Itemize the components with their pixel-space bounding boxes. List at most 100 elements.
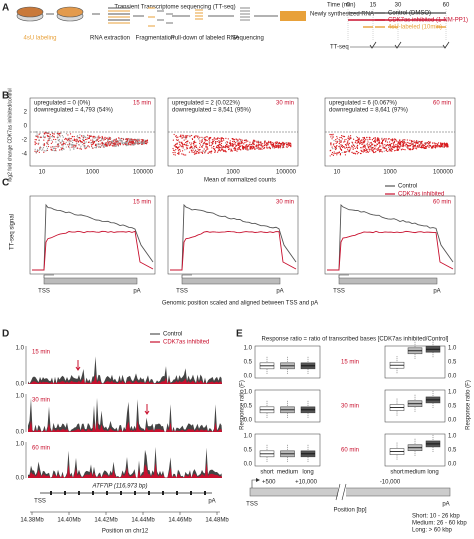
shape	[84, 145, 86, 147]
shape	[421, 147, 423, 149]
shape	[400, 143, 402, 145]
shape	[94, 137, 96, 139]
shape	[444, 145, 446, 147]
shape	[276, 141, 278, 143]
shape	[254, 433, 321, 467]
shape	[278, 144, 280, 147]
shape	[348, 138, 350, 141]
shape	[433, 145, 435, 147]
shape	[43, 274, 54, 278]
shape	[440, 144, 442, 146]
shape	[363, 140, 365, 142]
shape	[336, 135, 338, 138]
shape	[175, 135, 177, 138]
shape	[69, 139, 71, 141]
label: Fragmentation	[136, 36, 175, 42]
shape	[211, 143, 213, 145]
shape	[211, 139, 214, 141]
shape	[221, 149, 223, 151]
shape	[80, 142, 82, 144]
shape	[261, 143, 263, 145]
shape	[93, 135, 95, 137]
shape	[116, 141, 118, 143]
shape	[68, 142, 70, 144]
shape	[338, 486, 346, 498]
shape	[332, 154, 335, 156]
shape	[350, 137, 352, 139]
shape	[172, 152, 174, 154]
shape	[334, 146, 336, 148]
shape	[263, 142, 265, 144]
shape	[278, 142, 280, 145]
shape	[122, 139, 125, 141]
shape	[92, 141, 94, 143]
shape	[115, 142, 117, 144]
shape	[370, 141, 372, 144]
shape	[211, 147, 213, 149]
shape	[112, 140, 114, 143]
shape	[396, 145, 399, 147]
shape	[222, 138, 225, 140]
label: Time (min)	[327, 3, 355, 9]
shape	[177, 148, 179, 150]
label: Control (DMSO)	[388, 11, 431, 17]
shape	[366, 148, 368, 151]
shape	[78, 144, 80, 146]
shape	[234, 147, 237, 149]
shape	[364, 146, 366, 148]
shape	[179, 135, 181, 138]
shape	[43, 150, 45, 152]
shape	[393, 150, 396, 152]
shape	[285, 146, 287, 148]
shape	[194, 151, 196, 153]
shape	[443, 142, 445, 144]
label: 14.38Mb	[20, 518, 44, 524]
label: 4sU labeling	[23, 36, 56, 42]
shape	[75, 145, 77, 147]
shape	[421, 142, 423, 144]
shape	[336, 141, 338, 143]
shape	[446, 146, 448, 148]
shape	[336, 154, 338, 156]
shape	[202, 142, 205, 144]
shape	[371, 144, 373, 146]
shape	[397, 145, 400, 147]
shape	[277, 143, 279, 145]
shape	[193, 147, 195, 149]
shape	[145, 140, 147, 143]
shape	[369, 136, 371, 139]
shape	[49, 137, 51, 139]
shape	[128, 142, 130, 144]
shape	[68, 138, 71, 140]
shape	[80, 145, 82, 147]
shape	[424, 145, 426, 147]
shape	[361, 150, 363, 153]
shape	[267, 147, 269, 149]
shape	[227, 138, 229, 140]
shape	[341, 144, 343, 147]
shape	[82, 136, 84, 139]
shape	[232, 145, 234, 147]
shape	[218, 142, 221, 144]
shape	[43, 143, 45, 145]
shape	[331, 153, 333, 156]
label: RNA extraction	[90, 36, 130, 42]
shape	[213, 145, 215, 148]
shape	[232, 145, 234, 148]
shape	[216, 147, 218, 149]
shape	[358, 139, 361, 141]
shape	[134, 491, 136, 495]
shape	[338, 138, 340, 141]
shape	[287, 142, 289, 144]
shape	[432, 147, 434, 149]
shape	[208, 139, 211, 141]
label: 30 min	[32, 398, 50, 404]
shape	[101, 139, 103, 141]
shape	[95, 140, 97, 142]
shape	[99, 136, 101, 139]
shape	[126, 141, 128, 143]
shape	[381, 151, 383, 153]
shape	[329, 134, 331, 136]
shape	[202, 144, 204, 147]
shape	[43, 133, 46, 135]
